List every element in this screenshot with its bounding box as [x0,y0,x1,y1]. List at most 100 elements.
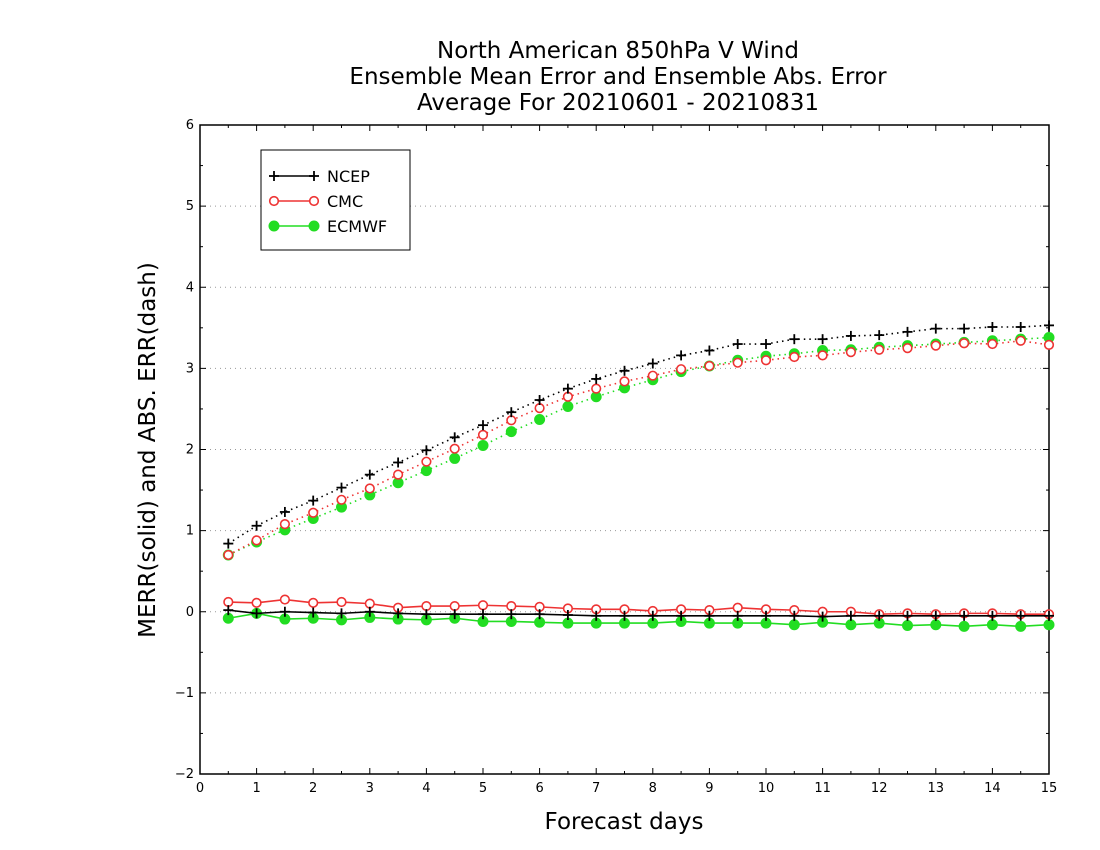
data-point [845,347,857,358]
data-point [958,338,970,349]
chart-title-line-2: Ensemble Mean Error and Ensemble Abs. Er… [349,64,887,90]
x-tick-label: 10 [758,781,775,796]
data-point [732,610,743,621]
data-point [732,357,743,368]
data-point [591,383,602,394]
series-ncep-dotted [223,320,1054,549]
data-point [732,602,743,613]
legend-item-cmc: CMC [268,192,363,211]
data-point [449,432,460,443]
data-point [223,538,234,549]
legend-item-ecmwf: ECMWF [268,217,387,236]
data-point [1015,322,1026,333]
data-point [987,610,998,621]
series-line [227,339,1050,556]
data-point [986,619,998,631]
data-point [676,610,687,621]
data-point [562,609,573,620]
data-point [251,535,262,546]
data-point [251,597,262,608]
x-tick-label: 0 [196,781,204,796]
data-point [930,340,941,351]
y-axis-label: MERR(solid) and ABS. ERR(dash) [135,262,161,638]
data-point [336,608,347,619]
legend-marker [268,195,280,207]
data-point [251,520,262,531]
data-point [817,334,828,345]
data-point [279,506,290,517]
data-point [449,443,460,454]
data-point [959,610,970,621]
data-point [1015,620,1027,632]
legend-item-ncep: NCEP [269,167,370,186]
y-tick-label: 2 [186,443,194,458]
data-point [704,345,715,356]
data-point [534,395,545,406]
y-tick-label: 6 [186,118,194,133]
data-point [619,610,630,621]
data-point [420,465,432,477]
data-point [279,519,291,530]
data-point [449,609,460,620]
data-point [789,334,800,345]
legend-marker [308,195,320,207]
data-point [1043,619,1055,631]
data-point [393,457,404,468]
data-point [308,607,319,618]
data-point [223,596,234,608]
data-point [1044,610,1054,621]
data-point [421,609,432,620]
data-point [1015,335,1026,346]
data-point [364,483,375,494]
data-point [874,344,885,355]
legend-label: CMC [327,192,363,211]
chart-title-line-1: North American 850hPa V Wind [437,38,799,64]
data-point [987,338,998,350]
y-tick-label: −1 [175,686,194,701]
data-point [534,403,545,414]
data-point [704,610,715,621]
data-point [336,596,347,608]
series-cmc-solid [223,594,1055,620]
data-point [223,549,234,561]
x-tick-label: 8 [649,781,657,796]
y-tick-label: 4 [186,280,194,295]
data-point [958,620,970,632]
x-tick-label: 2 [309,781,317,796]
data-point [647,370,658,381]
data-point [676,350,687,361]
data-point [902,610,913,621]
legend-marker [269,171,279,181]
series-ecmwf-dotted [222,332,1055,561]
data-point [1044,320,1054,331]
data-point [959,323,970,334]
legend-label: ECMWF [327,217,387,236]
data-point [421,445,432,456]
legend-marker [268,220,280,232]
data-point [336,482,347,493]
data-point [732,339,743,350]
x-tick-label: 6 [535,781,543,796]
series-cmc-dotted [223,335,1055,561]
data-point [760,355,772,366]
data-point [647,610,658,621]
data-point [393,469,404,480]
data-point [279,594,291,605]
series-ecmwf-solid [222,607,1055,632]
x-tick-label: 15 [1041,781,1058,796]
data-point [902,326,913,337]
data-point [874,610,885,621]
y-tick-label: 3 [186,361,194,376]
data-point [902,620,913,632]
data-point [421,456,432,467]
data-point [308,495,319,506]
data-point [478,420,488,431]
data-point [364,606,375,617]
data-point [845,610,856,621]
data-point [619,376,630,387]
series-line [227,324,1050,545]
data-point [675,364,687,375]
x-tick-label: 3 [366,781,374,796]
data-point [534,413,546,425]
data-point [562,383,573,394]
